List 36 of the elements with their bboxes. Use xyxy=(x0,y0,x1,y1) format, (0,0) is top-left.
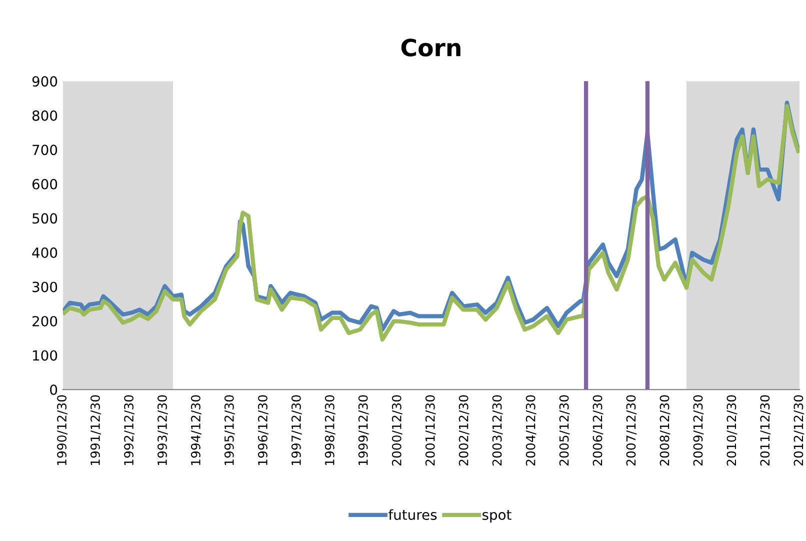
x-tick-label: 1990/12/30 xyxy=(57,395,68,466)
y-tick-label: 600 xyxy=(32,178,58,190)
y-tick-label: 200 xyxy=(32,316,58,326)
x-tick-label: 2008/12/30 xyxy=(660,395,670,466)
legend-label: spot xyxy=(482,510,512,523)
x-tick-label: 2009/12/30 xyxy=(693,395,704,466)
x-tick-label: 1996/12/30 xyxy=(258,395,268,466)
x-tick-label: 2002/12/30 xyxy=(458,395,470,466)
x-tick-label: 2001/12/30 xyxy=(425,395,436,466)
y-tick-label: 700 xyxy=(32,144,58,156)
y-tick-label: 0 xyxy=(50,384,58,395)
x-tick-label: 1992/12/30 xyxy=(124,395,134,466)
x-tick-label: 2011/12/30 xyxy=(760,395,771,466)
x-tick-label: 2012/12/30 xyxy=(794,395,804,466)
x-tick-label: 1991/12/30 xyxy=(90,395,101,466)
x-tick-label: 1994/12/30 xyxy=(190,395,202,466)
y-tick-label: 400 xyxy=(32,247,58,258)
x-tick-label: 2000/12/30 xyxy=(392,395,402,466)
x-tick-label: 2007/12/30 xyxy=(626,395,637,466)
x-tick-label: 1993/12/30 xyxy=(158,395,168,466)
chart-title: Corn xyxy=(401,38,460,56)
y-tick-label: 300 xyxy=(32,282,58,292)
x-tick-label: 1995/12/30 xyxy=(224,395,235,466)
x-tick-label: 1998/12/30 xyxy=(324,395,336,466)
x-tick-label: 2004/12/30 xyxy=(526,395,536,466)
x-tick-label: 2010/12/30 xyxy=(726,395,738,466)
x-tick-label: 2006/12/30 xyxy=(592,395,604,466)
x-tick-label: 1999/12/30 xyxy=(358,395,369,466)
x-tick-label: 2005/12/30 xyxy=(559,395,570,466)
y-tick-label: 500 xyxy=(32,213,58,224)
y-tick-label: 800 xyxy=(32,110,58,121)
y-tick-label: 900 xyxy=(32,76,58,87)
legend-label: futures xyxy=(388,509,437,520)
y-tick-label: 100 xyxy=(33,350,58,361)
x-tick-label: 1997/12/30 xyxy=(291,395,302,466)
x-tick-label: 2003/12/30 xyxy=(492,395,503,466)
